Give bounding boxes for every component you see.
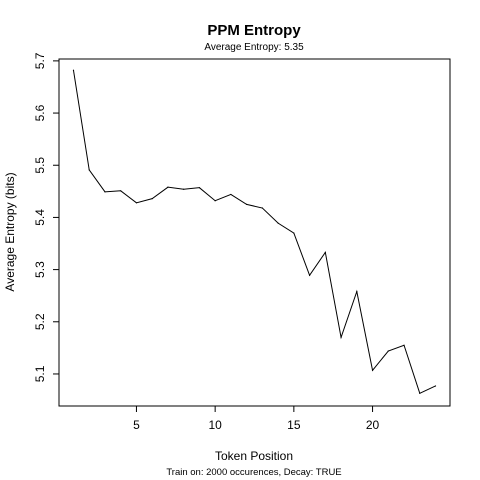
x-axis-label: Token Position (215, 449, 293, 463)
chart-footnote: Train on: 2000 occurences, Decay: TRUE (166, 467, 341, 478)
data-point (214, 200, 216, 202)
y-tick-label: 5.5 (33, 157, 47, 174)
y-axis: 5.1 5.2 5.3 5.4 5.5 5.6 5.7 (33, 52, 60, 382)
data-point (230, 193, 232, 196)
data-point (135, 202, 138, 204)
y-tick-label: 5.6 (33, 104, 47, 121)
y-tick-label: 5.7 (33, 52, 47, 69)
x-tick-label: 15 (287, 418, 301, 432)
data-point (387, 350, 389, 352)
data-point (356, 290, 358, 293)
data-point (120, 190, 122, 192)
chart-subtitle: Average Entropy: 5.35 (204, 42, 304, 53)
y-tick-label: 5.3 (33, 261, 47, 278)
data-point (167, 186, 169, 188)
data-point (371, 369, 374, 371)
data-point (340, 336, 342, 339)
data-point (261, 207, 263, 209)
data-point (72, 69, 75, 71)
y-tick-label: 5.2 (33, 313, 47, 330)
data-point (308, 274, 311, 276)
data-point (246, 203, 248, 205)
data-point (88, 169, 90, 171)
data-point (151, 198, 153, 200)
plot-frame (58, 58, 451, 407)
data-point (198, 187, 201, 189)
data-point (104, 191, 106, 193)
y-axis-label: Average Entropy (bits) (3, 172, 17, 291)
y-tick-label: 5.1 (33, 365, 47, 382)
chart-title: PPM Entropy (207, 22, 301, 39)
data-point (293, 232, 295, 234)
series-line (72, 70, 436, 394)
series-points (72, 69, 437, 394)
data-point (419, 392, 421, 394)
data-point (277, 222, 279, 224)
y-tick-label: 5.4 (33, 209, 47, 226)
data-point (434, 385, 437, 387)
data-point (403, 344, 405, 346)
x-axis: 5 10 15 20 (133, 405, 380, 432)
x-tick-label: 5 (133, 418, 140, 432)
data-point (183, 188, 185, 190)
x-tick-label: 10 (208, 418, 222, 432)
x-tick-label: 20 (366, 418, 380, 432)
data-point (324, 251, 326, 253)
